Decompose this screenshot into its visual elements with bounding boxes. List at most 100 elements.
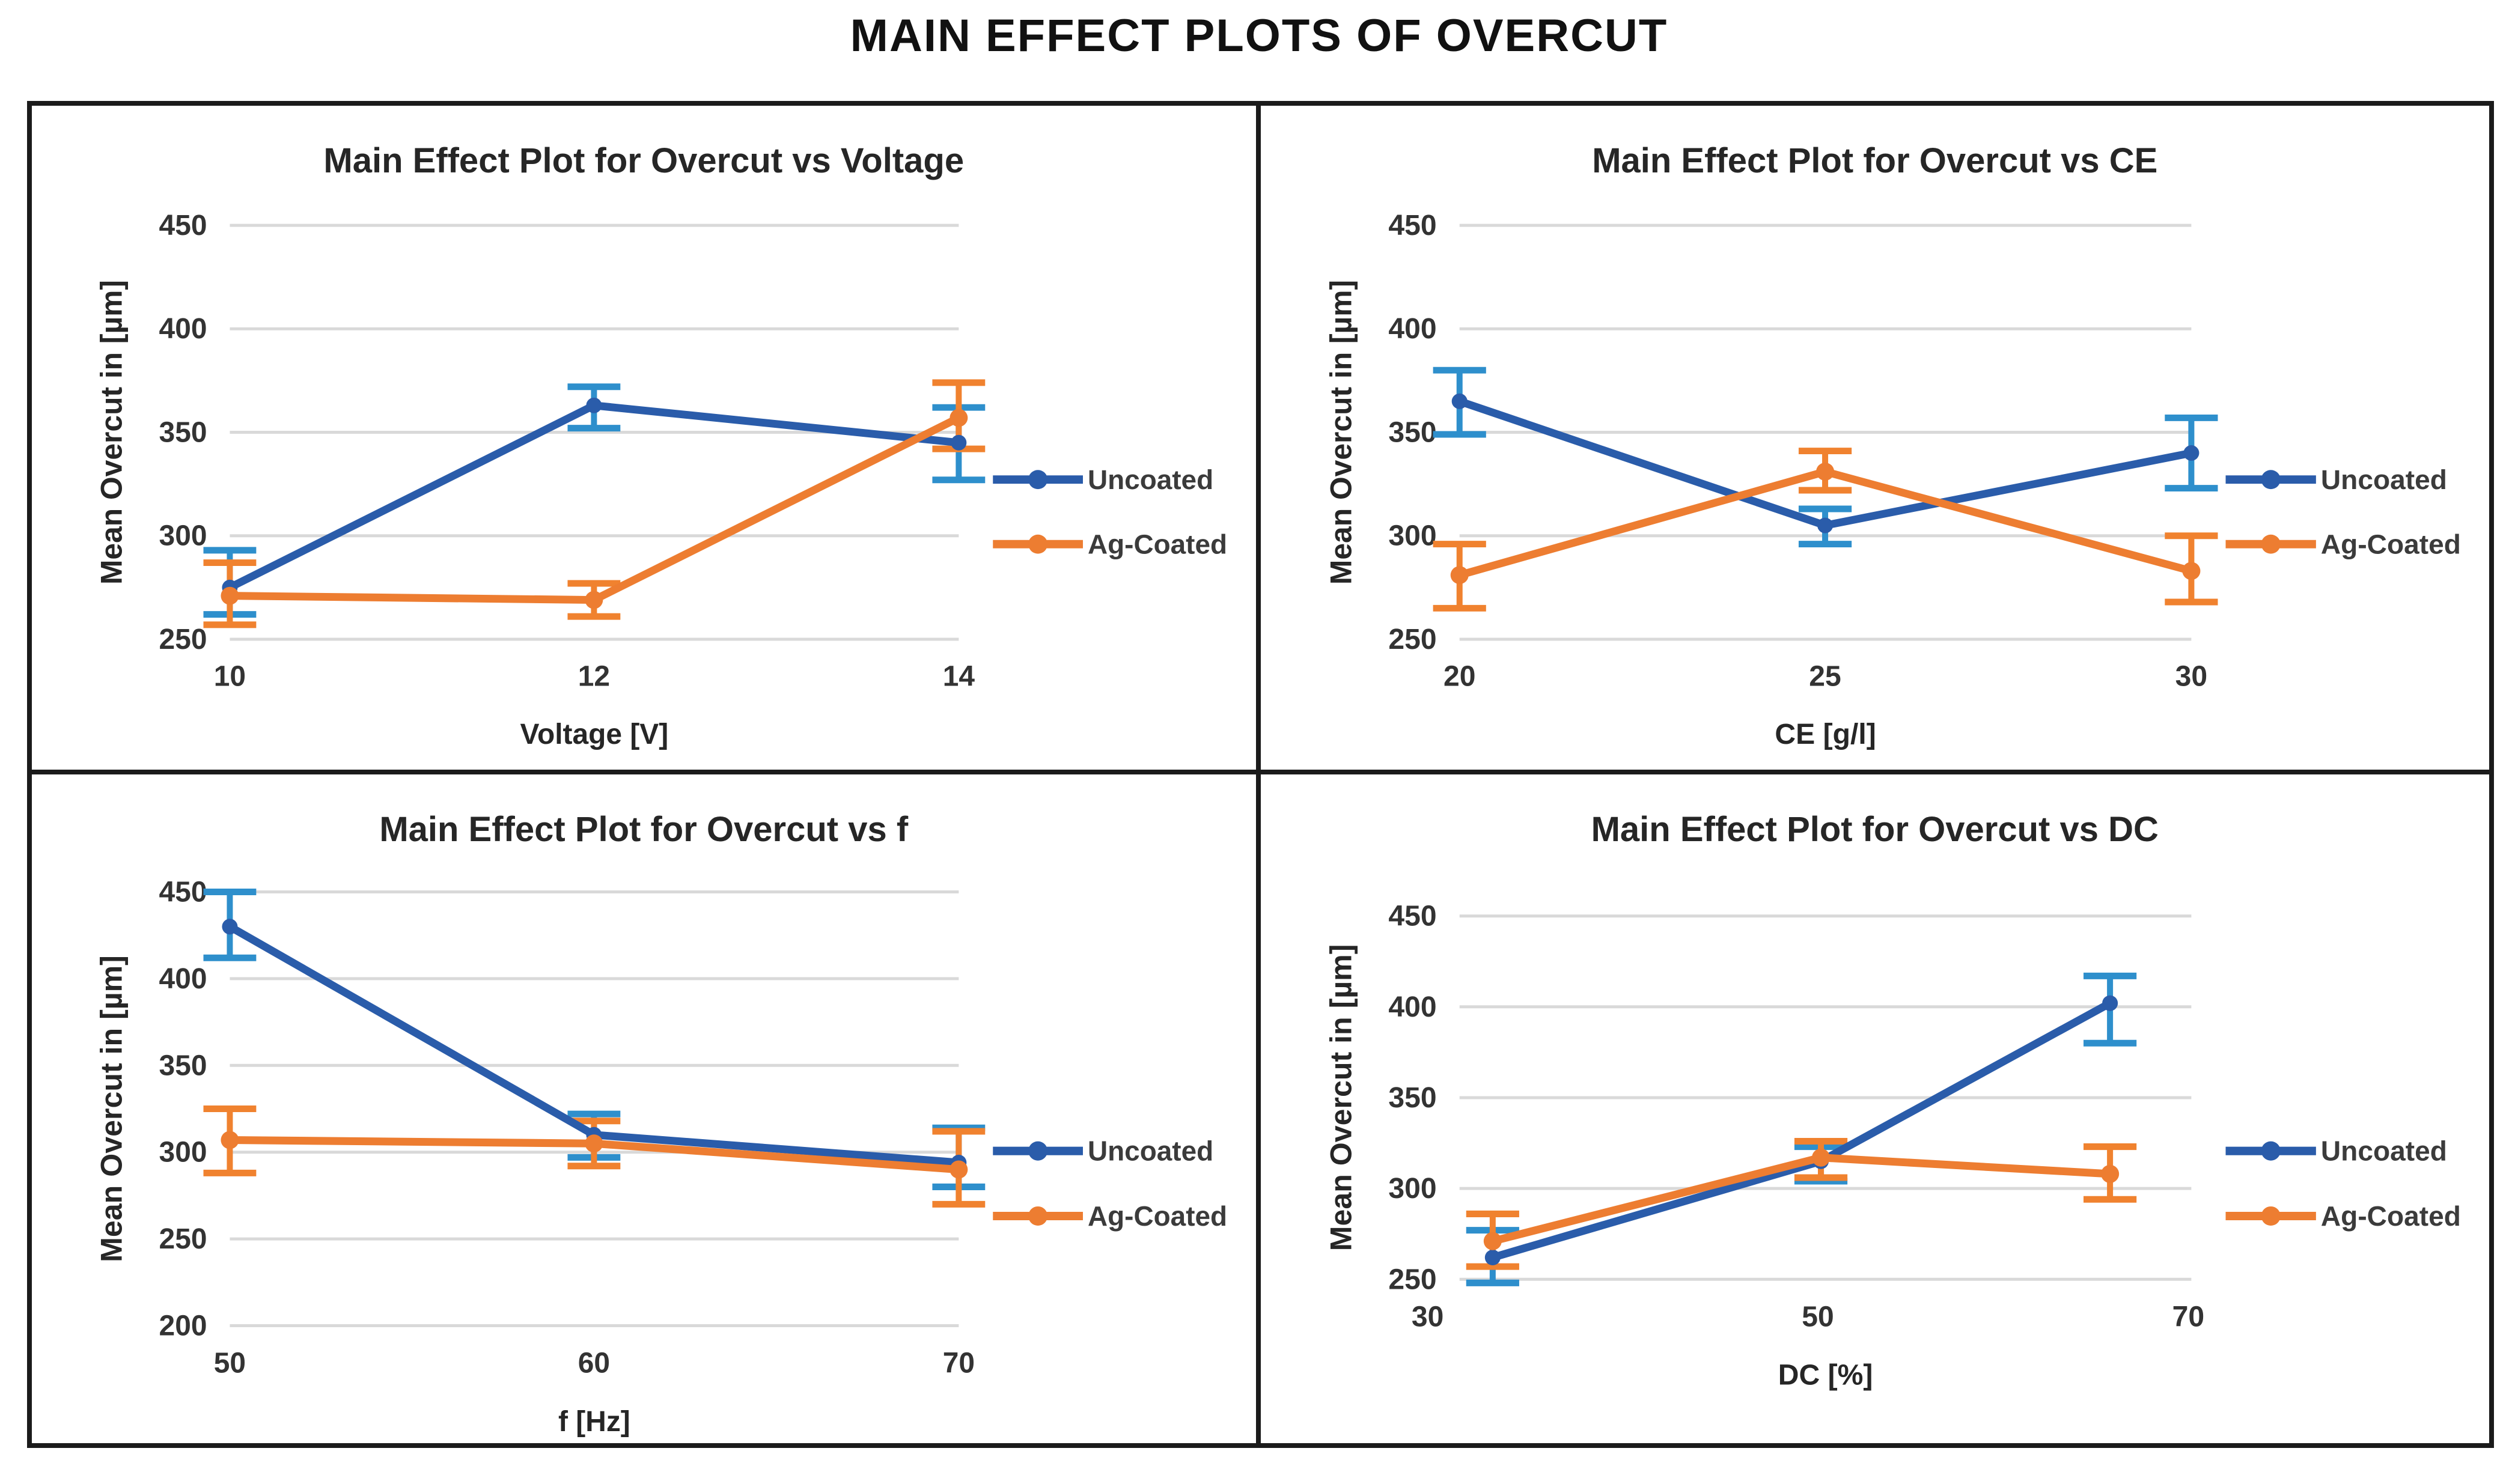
legend-item-uncoated: Uncoated	[2225, 1136, 2446, 1167]
svg-text:70: 70	[2172, 1300, 2204, 1333]
svg-text:450: 450	[1388, 210, 1436, 242]
legend: Uncoated Ag-Coated	[2225, 1136, 2460, 1232]
svg-text:350: 350	[159, 1050, 207, 1081]
legend-label: Ag-Coated	[2320, 529, 2460, 560]
legend: Uncoated Ag-Coated	[2225, 464, 2460, 560]
svg-text:350: 350	[159, 417, 207, 449]
svg-text:200: 200	[159, 1310, 207, 1342]
svg-text:70: 70	[943, 1348, 975, 1379]
y-axis-label: Mean Overcut in [µm]	[1324, 280, 1358, 585]
chart-panel-voltage: Main Effect Plot for Overcut vs Voltage …	[32, 106, 1261, 774]
legend-item-uncoated: Uncoated	[993, 464, 1213, 495]
svg-text:30: 30	[1411, 1300, 1443, 1333]
svg-text:400: 400	[159, 963, 207, 995]
series-ag-coated	[221, 409, 968, 609]
legend-item-ag-coated: Ag-Coated	[2225, 1200, 2460, 1232]
legend-item-ag-coated: Ag-Coated	[993, 529, 1227, 560]
series-uncoated	[222, 919, 967, 1171]
legend-label: Ag-Coated	[2320, 1200, 2460, 1232]
svg-text:25: 25	[1809, 661, 1841, 693]
chart-title-ce: Main Effect Plot for Overcut vs CE	[1592, 141, 2158, 180]
x-axis-label: DC [%]	[1778, 1359, 1873, 1391]
legend: Uncoated Ag-Coated	[993, 464, 1227, 560]
legend-marker-icon	[1028, 470, 1048, 490]
page-title: MAIN EFFECT PLOTS OF OVERCUT	[850, 10, 1668, 61]
y-axis-ticks: 450 400 350 300 250	[1388, 210, 1436, 655]
y-axis-label: Mean Overcut in [µm]	[95, 955, 129, 1262]
error-bars	[203, 379, 986, 628]
chart-canvas-f: 450 400 350 300 250 200 Mean Overcut in [µm] 50…	[95, 876, 1227, 1438]
series-uncoated	[1484, 995, 2118, 1266]
legend-label: Uncoated	[1088, 1136, 1213, 1167]
series-ag-coated	[221, 1131, 968, 1179]
gridlines	[230, 224, 959, 641]
y-axis-ticks: 450 400 350 300 250 200	[159, 876, 207, 1342]
x-axis-label: f [Hz]	[558, 1406, 630, 1438]
svg-text:10: 10	[214, 661, 246, 693]
svg-text:12: 12	[578, 661, 610, 693]
legend-label: Uncoated	[1088, 464, 1213, 495]
legend-marker-icon	[1028, 534, 1048, 554]
svg-text:350: 350	[1388, 417, 1436, 449]
svg-text:250: 250	[1388, 624, 1436, 655]
error-bars	[1433, 366, 2218, 612]
legend-label: Uncoated	[2320, 1136, 2446, 1167]
series-ag-coated	[1483, 1148, 2119, 1250]
legend-marker-icon	[1028, 1141, 1048, 1161]
series-ag-coated	[1450, 463, 2200, 585]
chart-title-f: Main Effect Plot for Overcut vs f	[379, 810, 909, 849]
legend-marker-icon	[2261, 470, 2281, 490]
svg-text:14: 14	[943, 661, 975, 693]
x-axis-label: Voltage [V]	[520, 719, 669, 750]
chart-title-dc: Main Effect Plot for Overcut vs DC	[1591, 810, 2159, 849]
svg-text:50: 50	[214, 1348, 246, 1379]
svg-text:60: 60	[578, 1348, 610, 1379]
legend-item-ag-coated: Ag-Coated	[2225, 529, 2460, 560]
x-axis-ticks: 30 50 70	[1411, 1300, 2204, 1333]
svg-text:250: 250	[1388, 1263, 1436, 1295]
svg-text:400: 400	[159, 313, 207, 345]
y-axis-label: Mean Overcut in [µm]	[95, 280, 129, 585]
svg-text:400: 400	[1388, 313, 1436, 345]
svg-text:450: 450	[159, 210, 207, 242]
svg-text:250: 250	[159, 624, 207, 655]
legend-label: Ag-Coated	[1088, 529, 1227, 560]
svg-text:400: 400	[1388, 991, 1436, 1023]
chart-panel-dc: Main Effect Plot for Overcut vs DC 450 40…	[1260, 774, 2489, 1443]
legend-marker-icon	[2261, 534, 2281, 554]
svg-text:300: 300	[159, 1137, 207, 1169]
svg-text:300: 300	[159, 520, 207, 552]
svg-text:450: 450	[159, 876, 207, 908]
legend-label: Uncoated	[2320, 464, 2446, 495]
chart-canvas-ce: 450 400 350 300 250 Mean Overcut in [µm] 20 25 3…	[1324, 210, 2461, 750]
chart-grid: Main Effect Plot for Overcut vs Voltage …	[27, 101, 2494, 1448]
chart-panel-f: Main Effect Plot for Overcut vs f 450 400…	[32, 774, 1261, 1443]
gridlines	[230, 890, 959, 1327]
series-uncoated	[1451, 393, 2199, 534]
legend-marker-icon	[1028, 1206, 1048, 1226]
x-axis-ticks: 10 12 14	[214, 661, 975, 693]
svg-text:20: 20	[1443, 661, 1475, 693]
x-axis-label: CE [g/l]	[1775, 719, 1876, 750]
legend-marker-icon	[2261, 1206, 2281, 1226]
y-axis-label: Mean Overcut in [µm]	[1324, 944, 1358, 1251]
svg-text:300: 300	[1388, 520, 1436, 552]
x-axis-ticks: 50 60 70	[214, 1348, 975, 1379]
legend-marker-icon	[2261, 1141, 2281, 1161]
gridlines	[1459, 914, 2191, 1281]
legend: Uncoated Ag-Coated	[993, 1136, 1227, 1232]
svg-text:300: 300	[1388, 1172, 1436, 1205]
svg-text:30: 30	[2175, 661, 2207, 693]
y-axis-ticks: 450 400 350 300 250	[1388, 900, 1436, 1296]
legend-item-uncoated: Uncoated	[2225, 464, 2446, 495]
y-axis-ticks: 450 400 350 300 250	[159, 210, 207, 655]
svg-text:50: 50	[1802, 1300, 1834, 1333]
legend-item-ag-coated: Ag-Coated	[993, 1200, 1227, 1232]
gridlines	[1459, 224, 2191, 641]
svg-text:450: 450	[1388, 900, 1436, 932]
svg-text:350: 350	[1388, 1081, 1436, 1114]
legend-item-uncoated: Uncoated	[993, 1136, 1213, 1167]
x-axis-ticks: 20 25 30	[1443, 661, 2207, 693]
chart-canvas-dc: 450 400 350 300 250 Mean Overcut in [µm] 30 50 7…	[1324, 900, 2461, 1391]
